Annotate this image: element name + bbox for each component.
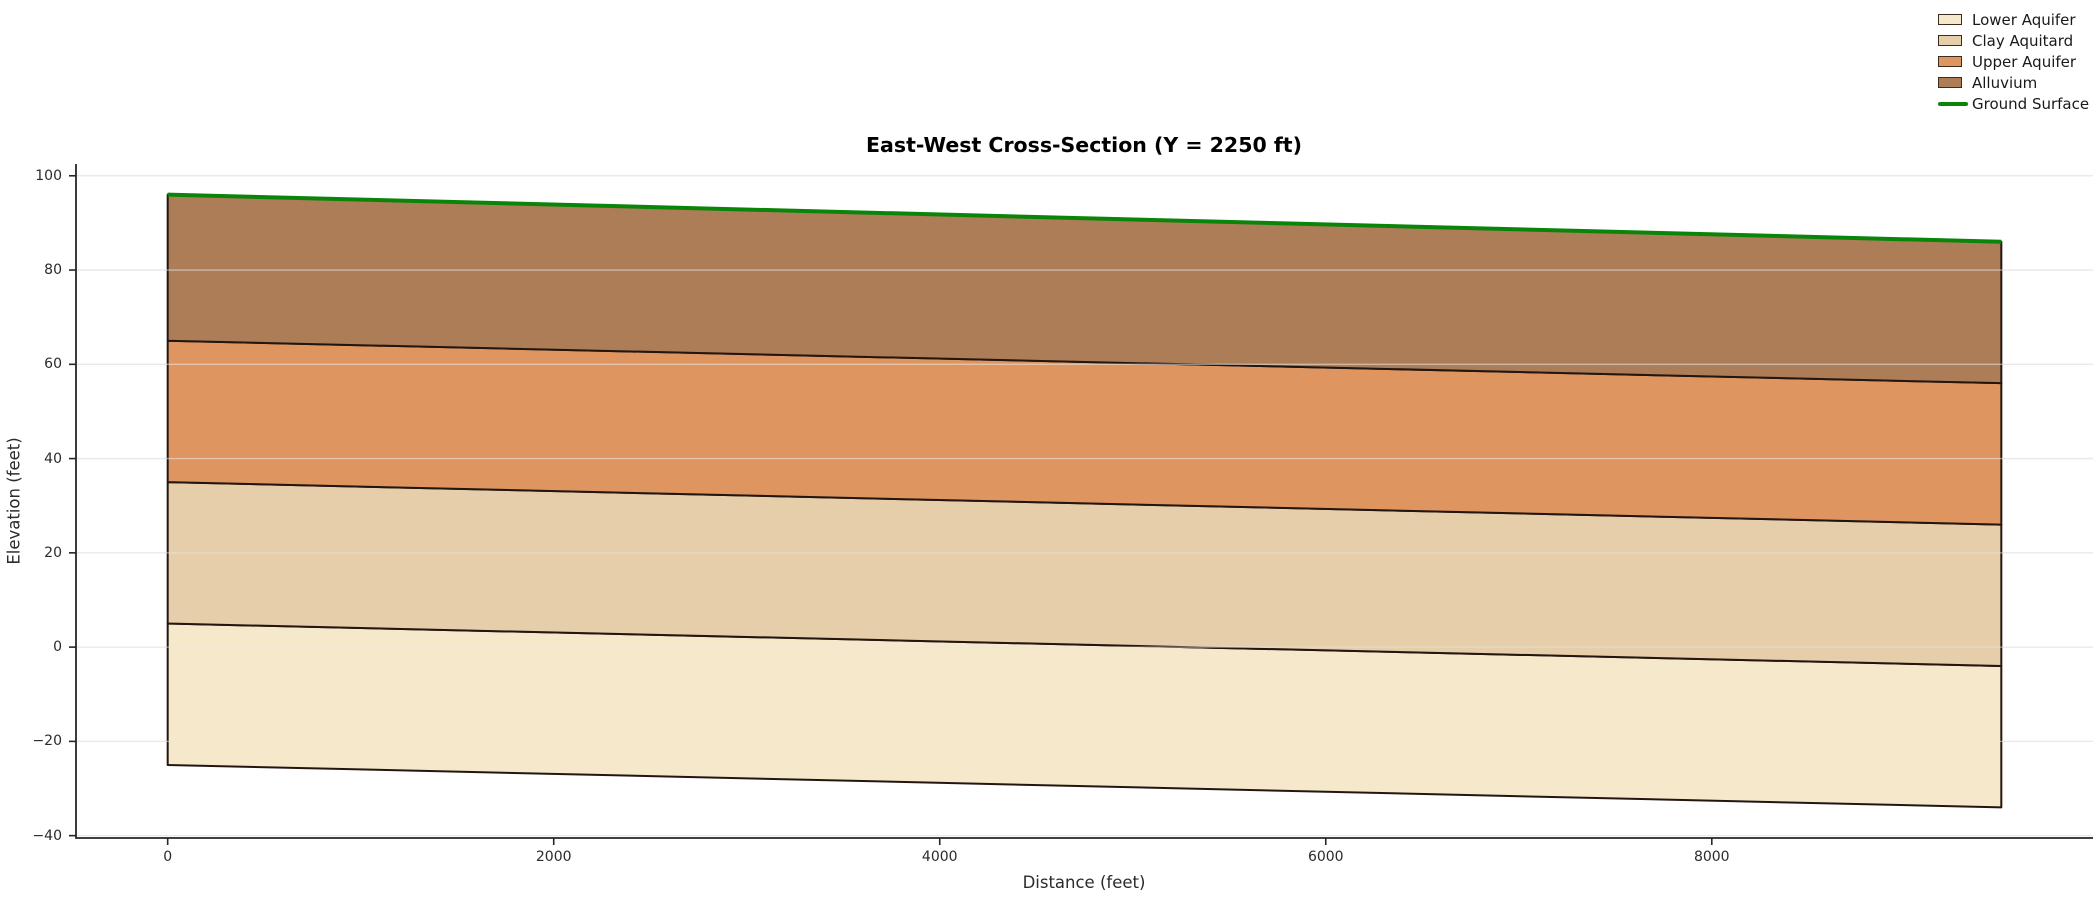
legend-item-lower-aquifer: Lower Aquifer — [1938, 10, 2089, 29]
legend-item-alluvium: Alluvium — [1938, 73, 2089, 92]
x-tick-label: 4000 — [921, 849, 958, 865]
legend-label-lower-aquifer: Lower Aquifer — [1972, 10, 2076, 29]
legend-item-ground-surface: Ground Surface — [1938, 94, 2090, 113]
x-tick-label: 0 — [163, 849, 173, 865]
y-tick-label: 100 — [35, 167, 62, 184]
legend-label-alluvium: Alluvium — [1972, 73, 2038, 92]
legend-swatch-upper-aquifer — [1938, 56, 1962, 67]
layer-area-alluvium — [166, 193, 2003, 385]
ground-surface-line — [167, 192, 2002, 244]
x-tick-label: 2000 — [535, 849, 572, 865]
y-tick-label: 40 — [44, 450, 62, 467]
y-tick-label: 60 — [44, 356, 62, 373]
x-tick-label: 6000 — [1307, 849, 1344, 865]
x-axis-label: Distance (feet) — [1022, 873, 1146, 892]
axis-spines — [75, 164, 2093, 839]
y-tick-label: −20 — [32, 733, 62, 750]
legend: Lower Aquifer Clay Aquitard Upper Aquifer A… — [1938, 10, 2090, 117]
x-tick-label: 8000 — [1693, 849, 1730, 865]
legend-swatch-lower-aquifer — [1938, 14, 1962, 25]
legend-swatch-ground-surface — [1938, 101, 1968, 106]
chart-title: East-West Cross-Section (Y = 2250 ft) — [866, 133, 1302, 157]
y-tick-label: −40 — [32, 827, 62, 844]
y-tick-label: 20 — [44, 544, 62, 561]
y-tick-label: 0 — [53, 639, 62, 656]
legend-label-clay-aquitard: Clay Aquitard — [1972, 31, 2074, 50]
legend-label-upper-aquifer: Upper Aquifer — [1972, 52, 2077, 71]
legend-label-ground-surface: Ground Surface — [1972, 94, 2090, 113]
legend-item-upper-aquifer: Upper Aquifer — [1938, 52, 2089, 71]
legend-swatch-clay-aquitard — [1938, 35, 1962, 46]
legend-swatch-alluvium — [1938, 77, 1962, 88]
legend-item-clay-aquitard: Clay Aquitard — [1938, 31, 2089, 50]
y-tick-label: 80 — [44, 262, 62, 279]
